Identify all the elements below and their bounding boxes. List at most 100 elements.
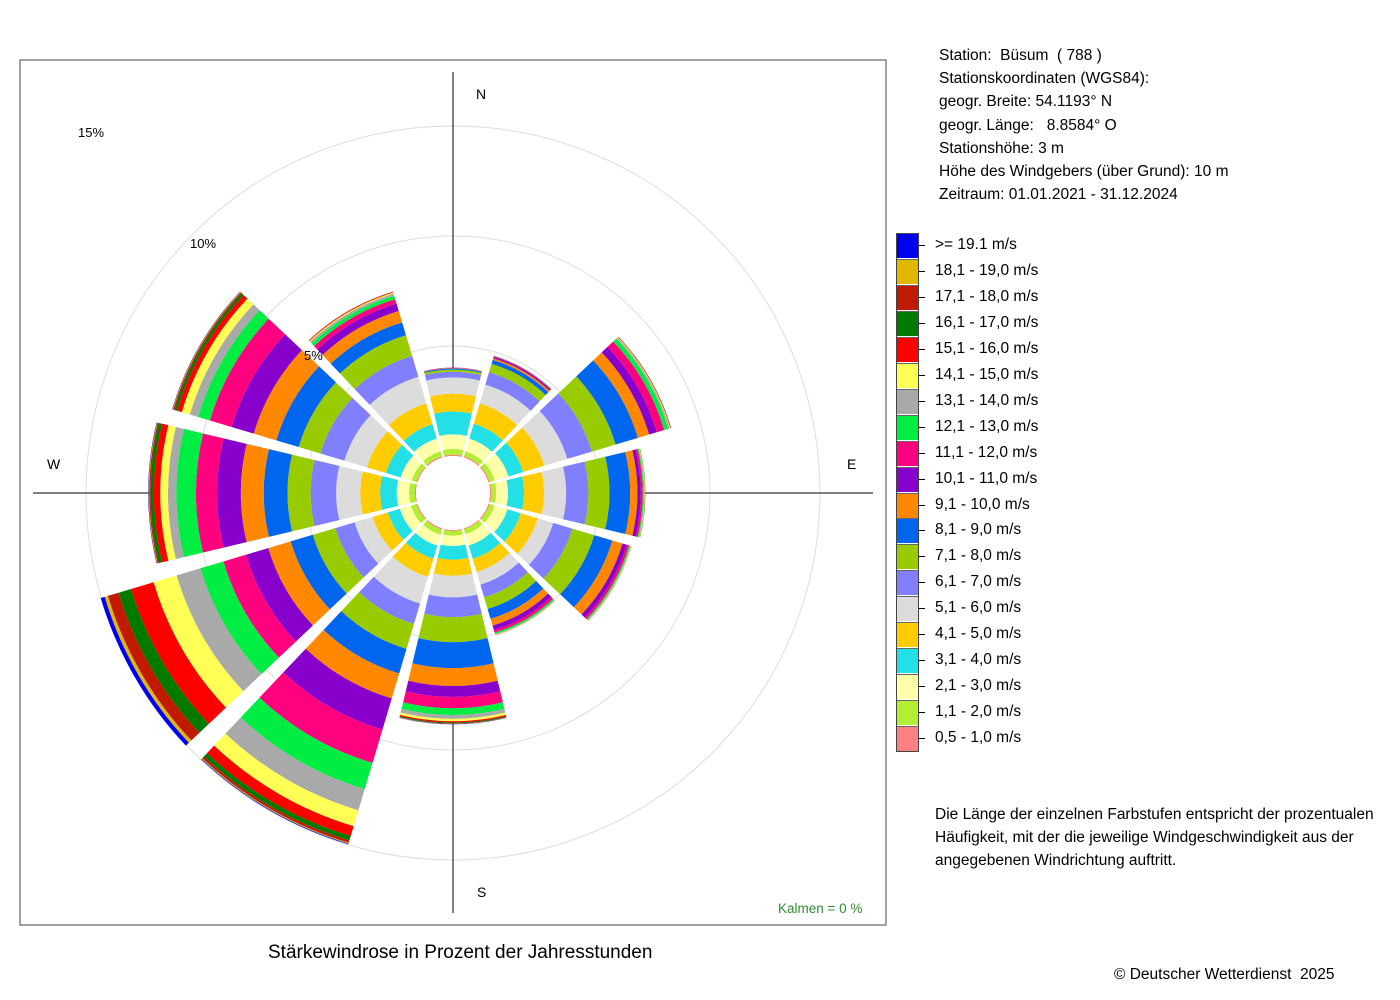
- sector-band: [314, 299, 397, 350]
- legend-swatch: [896, 440, 919, 466]
- sector-band: [495, 442, 524, 477]
- sector-band: [484, 572, 537, 609]
- legend-swatch: [896, 336, 919, 362]
- sector-band: [310, 460, 340, 526]
- sector-band: [463, 520, 483, 535]
- sector-band: [409, 482, 416, 504]
- sector-band: [181, 298, 254, 415]
- sector-band: [413, 438, 441, 462]
- sector-band: [403, 424, 437, 452]
- sector-band: [418, 613, 488, 643]
- sector-band: [423, 367, 483, 372]
- calms-label: Kalmen = 0 %: [778, 901, 862, 916]
- sector-0: [423, 367, 483, 458]
- sector-band: [423, 520, 443, 535]
- sector-band: [558, 376, 616, 452]
- legend-swatch: [896, 726, 919, 752]
- sector-band: [463, 451, 483, 466]
- sector-band: [560, 535, 613, 608]
- legend-swatch: [896, 648, 919, 674]
- sector-band: [196, 433, 224, 553]
- legend-label: 13,1 - 14,0 m/s: [935, 391, 1039, 409]
- sector-band: [317, 303, 399, 356]
- sector-band: [635, 449, 643, 537]
- sector-band: [400, 712, 506, 722]
- sector-band: [443, 530, 463, 536]
- legend-tick: [919, 712, 925, 714]
- sector-band: [168, 426, 184, 560]
- legend-tick: [919, 582, 925, 584]
- sector-band: [637, 448, 644, 538]
- sector-band: [522, 471, 545, 515]
- legend-label: 0,5 - 1,0 m/s: [935, 729, 1022, 747]
- sector-band: [276, 366, 336, 447]
- sector-band: [476, 552, 519, 585]
- legend-tick: [919, 478, 925, 480]
- sector-band: [160, 425, 176, 561]
- station-info: Station: Büsum ( 788 ) Stationskoordinat…: [939, 44, 1228, 206]
- sector-band: [479, 466, 490, 483]
- sector-band: [424, 368, 482, 373]
- sector-band: [268, 541, 330, 626]
- sector-band: [399, 717, 507, 724]
- sector-band: [480, 503, 495, 523]
- sector-band: [176, 295, 248, 413]
- sector-band: [408, 663, 498, 686]
- legend-swatch: [896, 622, 919, 648]
- legend-item: 5,1 - 6,0 m/s: [896, 596, 1196, 622]
- legend-item: 3,1 - 4,0 m/s: [896, 648, 1196, 674]
- sector-band: [490, 588, 549, 626]
- legend-label: 12,1 - 13,0 m/s: [935, 417, 1039, 435]
- legend-swatch: [896, 414, 919, 440]
- legend-item: 14,1 - 15,0 m/s: [896, 362, 1196, 389]
- legend-item: 17,1 - 18,0 m/s: [896, 284, 1196, 311]
- legend-item: 0,5 - 1,0 m/s: [896, 726, 1196, 752]
- sector-band: [399, 505, 421, 532]
- sector-band: [492, 358, 550, 393]
- sector-band: [541, 466, 567, 520]
- direction-label-w: W: [47, 456, 61, 472]
- legend-tick: [919, 348, 925, 350]
- legend-item: 13,1 - 14,0 m/s: [896, 388, 1196, 415]
- sector-band: [200, 561, 279, 675]
- sector-band: [259, 672, 383, 763]
- sector-band: [480, 562, 528, 598]
- sector-band: [148, 422, 157, 564]
- sector-band: [373, 556, 428, 604]
- legend-tick: [919, 608, 925, 610]
- sector-band: [428, 573, 478, 598]
- sector-band: [424, 594, 482, 618]
- sector-band: [344, 415, 388, 468]
- sector-band: [439, 434, 467, 451]
- sector-band: [354, 516, 393, 564]
- legend-swatch: [896, 233, 919, 258]
- sector-band: [240, 443, 269, 543]
- sector-band: [463, 519, 480, 530]
- sector-band: [336, 465, 363, 521]
- sector-band: [444, 528, 462, 532]
- sector-band: [312, 528, 364, 594]
- sector-band: [341, 592, 414, 649]
- sector-band: [176, 568, 262, 692]
- sector-band: [223, 554, 296, 658]
- sector-band: [405, 532, 438, 559]
- sector-band: [607, 341, 665, 433]
- legend-item: 16,1 - 17,0 m/s: [896, 310, 1196, 337]
- sector-band: [387, 508, 413, 540]
- sector-band: [528, 522, 573, 579]
- sector-band: [632, 449, 641, 537]
- sector-band: [153, 575, 244, 708]
- legend-tick: [919, 245, 925, 246]
- sector-band: [359, 576, 421, 624]
- sector-band: [399, 717, 507, 725]
- legend-label: 7,1 - 8,0 m/s: [935, 547, 1022, 565]
- legend-item: 4,1 - 5,0 m/s: [896, 622, 1196, 648]
- legend-tick: [919, 556, 925, 558]
- sector-band: [401, 702, 505, 716]
- legend-swatch: [896, 388, 919, 414]
- legend-swatch: [896, 674, 919, 700]
- legend-swatch: [896, 466, 919, 492]
- legend-tick: [919, 322, 925, 324]
- chart-title: Stärkewindrose in Prozent der Jahresstun…: [268, 942, 653, 963]
- legend-tick: [919, 738, 925, 740]
